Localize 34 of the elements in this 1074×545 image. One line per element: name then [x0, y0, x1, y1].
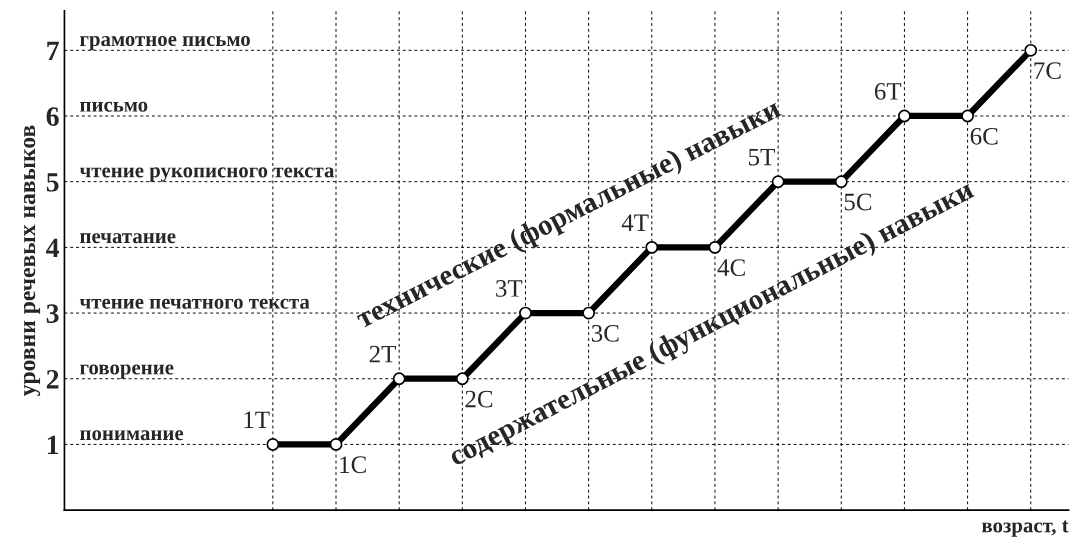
y-tick-label: 3 [46, 304, 59, 323]
annotation: чтение рукописного текста [79, 167, 335, 182]
x-axis-title: возраст, t [981, 520, 1069, 537]
y-tick-label: 2 [46, 369, 59, 389]
data-label: 1C [340, 456, 366, 474]
point [266, 438, 280, 451]
point [961, 109, 974, 123]
data-label: 2T [369, 345, 396, 363]
y-tick-label: 6 [46, 107, 59, 126]
point [1024, 43, 1038, 57]
point [771, 175, 785, 189]
data-label: 5C [844, 193, 872, 211]
annotation: грамотное письмо [80, 36, 250, 51]
data-label: 6C [970, 127, 998, 145]
text: говорение [80, 364, 174, 379]
point [834, 175, 848, 189]
y-tick-label: 7 [47, 41, 59, 60]
point [392, 372, 406, 386]
y-tick-label: 5 [46, 173, 59, 192]
annotation: чтение печатного текста [79, 298, 310, 309]
point [519, 306, 532, 320]
y-axis-title: уровни речевых навыков [23, 125, 41, 397]
text: понимание [80, 430, 184, 441]
data-label: 1T [244, 411, 270, 428]
y-tick-label: 4 [46, 238, 60, 258]
y-tick-label: 1 [47, 435, 59, 455]
point [582, 306, 596, 320]
text: печатание [80, 233, 176, 244]
point [329, 438, 343, 451]
point [898, 109, 911, 123]
data-label: 7C [1034, 62, 1061, 80]
data-label: 6T [874, 83, 902, 100]
data-label: 3C [591, 324, 619, 342]
text: письмо [80, 101, 148, 112]
